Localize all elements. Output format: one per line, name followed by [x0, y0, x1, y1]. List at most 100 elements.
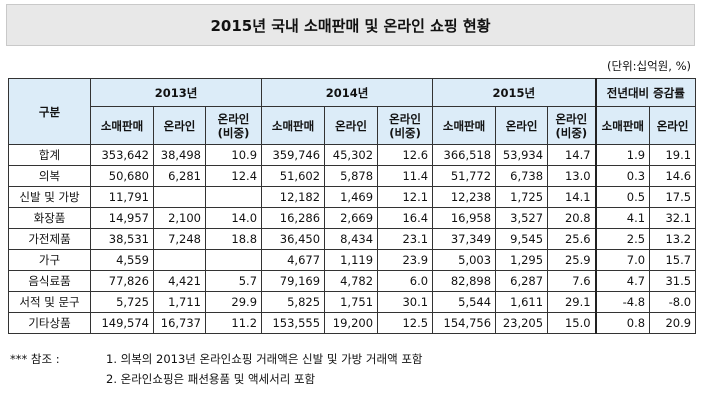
- table-cell: 6,738: [495, 165, 549, 187]
- table-cell: 154,756: [432, 312, 497, 334]
- table-cell: 37,349: [432, 228, 497, 250]
- table-cell: 29.1: [547, 291, 597, 313]
- report-title: 2015년 국내 소매판매 및 온라인 쇼핑 현황: [6, 4, 695, 46]
- subheader-online: 온라인: [324, 106, 379, 145]
- table-cell: 45,302: [324, 144, 379, 166]
- table-cell: 36,450: [261, 228, 326, 250]
- table-cell: 5,825: [261, 291, 326, 313]
- table-cell: 50,680: [90, 165, 154, 187]
- table-cell: 29.9: [204, 291, 263, 313]
- table-cell: 5,003: [432, 249, 497, 271]
- table-cell: 6,281: [153, 165, 206, 187]
- table-cell: 18.8: [204, 228, 263, 250]
- table-cell: 153,555: [261, 312, 326, 334]
- footnote-1: *** 참조 : 1. 의복의 2013년 온라인쇼핑 거래액은 신발 및 가방 …: [10, 349, 422, 369]
- table-cell: 0.3: [594, 165, 651, 187]
- table-cell: [204, 186, 263, 208]
- table-cell: 19.1: [649, 144, 697, 166]
- table-cell: 4,559: [90, 249, 154, 271]
- subheader-online-share: 온라인 (비중): [204, 106, 263, 145]
- table-cell: 1,119: [324, 249, 379, 271]
- table-cell: 1,725: [495, 186, 549, 208]
- table-cell: 31.5: [649, 270, 697, 292]
- table-cell: 23,205: [495, 312, 549, 334]
- header-year-2014: 2014년: [261, 78, 434, 107]
- table-cell: 14,957: [90, 207, 154, 229]
- table-cell: 51,772: [432, 165, 497, 187]
- subheader-online-share: 온라인 (비중): [377, 106, 434, 145]
- table-cell: 16,958: [432, 207, 497, 229]
- table-cell: 10.9: [204, 144, 263, 166]
- table-cell: 5,544: [432, 291, 497, 313]
- table-cell: 7.6: [547, 270, 597, 292]
- table-cell: 77,826: [90, 270, 154, 292]
- table-cell: 16,737: [153, 312, 206, 334]
- row-category: 의복: [8, 165, 91, 187]
- row-category: 서적 및 문구: [8, 291, 91, 313]
- table-cell: 3,527: [495, 207, 549, 229]
- row-category: 가구: [8, 249, 91, 271]
- table-cell: 7,248: [153, 228, 206, 250]
- table-cell: 0.5: [594, 186, 651, 208]
- table-row: 가전제품 38,531 7,248 18.8 36,450 8,434 23.1 37,349…: [8, 228, 697, 250]
- table-cell: 9,545: [495, 228, 549, 250]
- table-cell: 16.4: [377, 207, 434, 229]
- table-cell: 14.1: [547, 186, 597, 208]
- table-cell: 13.0: [547, 165, 597, 187]
- subheader-online-change: 온라인: [649, 106, 697, 145]
- table-row: 의복 50,680 6,281 12.4 51,602 5,878 11.4 51,772 6,…: [8, 165, 697, 187]
- subheader-retail: 소매판매: [261, 106, 326, 145]
- footnote-2-text: 2. 온라인쇼핑은 패션용품 및 액세서리 포함: [106, 372, 316, 386]
- table-cell: 353,642: [90, 144, 154, 166]
- header-year-2015: 2015년: [432, 78, 597, 107]
- table-cell: 16,286: [261, 207, 326, 229]
- table-row: 화장품 14,957 2,100 14.0 16,286 2,669 16.4 16,958 3…: [8, 207, 697, 229]
- table-cell: 30.1: [377, 291, 434, 313]
- table-cell: 5,725: [90, 291, 154, 313]
- table-cell: 12,238: [432, 186, 497, 208]
- table-cell: 12,182: [261, 186, 326, 208]
- table-cell: 4,677: [261, 249, 326, 271]
- table-cell: 20.8: [547, 207, 597, 229]
- subheader-retail: 소매판매: [432, 106, 497, 145]
- table-cell: 25.6: [547, 228, 597, 250]
- table-cell: -8.0: [649, 291, 697, 313]
- table-cell: 359,746: [261, 144, 326, 166]
- table-cell: 14.0: [204, 207, 263, 229]
- table-cell: 38,531: [90, 228, 154, 250]
- row-category: 가전제품: [8, 228, 91, 250]
- table-cell: 2,669: [324, 207, 379, 229]
- table-cell: 19,200: [324, 312, 379, 334]
- table-cell: 14.6: [649, 165, 697, 187]
- table-row: 음식료품 77,826 4,421 5.7 79,169 4,782 6.0 82,898 6,…: [8, 270, 697, 292]
- table-row: 합계 353,642 38,498 10.9 359,746 45,302 12.6 366,…: [8, 144, 697, 166]
- table-cell: 23.1: [377, 228, 434, 250]
- table-cell: 4.1: [594, 207, 651, 229]
- table-cell: 4,782: [324, 270, 379, 292]
- subheader-retail: 소매판매: [90, 106, 154, 145]
- table-cell: 15.0: [547, 312, 597, 334]
- footnotes: *** 참조 : 1. 의복의 2013년 온라인쇼핑 거래액은 신발 및 가방 …: [10, 349, 422, 389]
- table-cell: 82,898: [432, 270, 497, 292]
- table-cell: 2.5: [594, 228, 651, 250]
- table-cell: 1,611: [495, 291, 549, 313]
- table-cell: 23.9: [377, 249, 434, 271]
- report-title-text: 2015년 국내 소매판매 및 온라인 쇼핑 현황: [210, 16, 491, 35]
- table-cell: 38,498: [153, 144, 206, 166]
- row-category: 합계: [8, 144, 91, 166]
- table-cell: 20.9: [649, 312, 697, 334]
- subheader-online: 온라인: [495, 106, 549, 145]
- table-row: 신발 및 가방 11,791 12,182 1,469 12.1 12,238 1,725 1…: [8, 186, 697, 208]
- table-cell: 1,751: [324, 291, 379, 313]
- header-row-subcolumns: 소매판매 온라인 온라인 (비중) 소매판매 온라인 온라인 (비중) 소매판매 온…: [9, 106, 697, 145]
- table-cell: 0.8: [594, 312, 651, 334]
- table-cell: 1,469: [324, 186, 379, 208]
- table-cell: 11.4: [377, 165, 434, 187]
- table-row: 서적 및 문구 5,725 1,711 29.9 5,825 1,751 30.1 5,544…: [8, 291, 697, 313]
- footnote-2: 2. 온라인쇼핑은 패션용품 및 액세서리 포함: [10, 369, 422, 389]
- table-cell: 1,295: [495, 249, 549, 271]
- footnote-1-text: 1. 의복의 2013년 온라인쇼핑 거래액은 신발 및 가방 거래액 포함: [106, 352, 423, 366]
- retail-online-table: 구분 2013년 2014년 2015년 전년대비 증감률 소매판매 온라인 온…: [8, 78, 697, 334]
- table-cell: 14.7: [547, 144, 597, 166]
- table-cell: [204, 249, 263, 271]
